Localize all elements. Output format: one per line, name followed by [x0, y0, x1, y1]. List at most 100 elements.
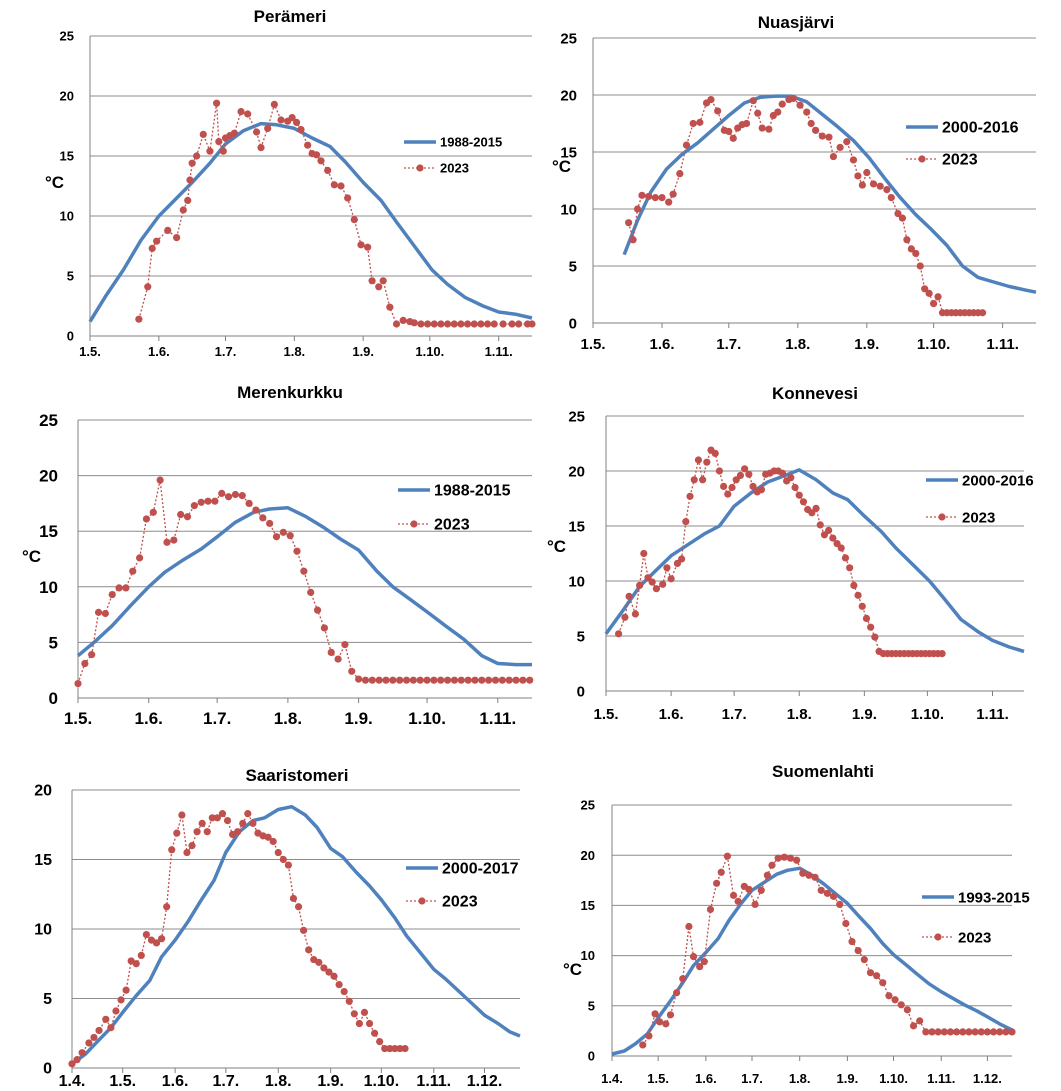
data-point	[327, 648, 335, 657]
data-point	[725, 127, 733, 136]
data-point	[259, 514, 267, 522]
data-point	[631, 610, 640, 618]
data-point	[179, 206, 187, 214]
data-point	[741, 465, 749, 473]
data-point	[237, 108, 245, 116]
legend-swatch-dot	[418, 897, 426, 905]
data-point	[651, 1010, 659, 1018]
data-point	[117, 996, 125, 1004]
legend-label: 1988-2015	[440, 135, 502, 150]
data-point	[269, 837, 277, 846]
data-point	[148, 244, 156, 252]
x-tick-label: 1.6.	[659, 706, 684, 723]
data-point	[173, 829, 181, 837]
data-point	[289, 894, 298, 903]
data-point	[645, 192, 653, 201]
data-point	[365, 1019, 374, 1028]
data-point	[645, 1032, 653, 1040]
data-point	[193, 828, 201, 836]
data-point	[197, 498, 205, 506]
x-tick-label: 1.5.	[593, 706, 618, 723]
data-point	[729, 891, 738, 899]
data-point	[381, 1044, 389, 1053]
data-point	[244, 110, 252, 118]
x-tick-label: 1.6.	[135, 709, 163, 728]
y-unit-label: °C	[563, 960, 582, 979]
series-line-2023	[642, 853, 1012, 1046]
data-point	[94, 608, 103, 616]
data-point	[213, 814, 221, 822]
legend-swatch-dot	[938, 513, 946, 521]
y-tick-label: 10	[581, 948, 595, 963]
data-point	[330, 181, 338, 189]
data-point	[350, 216, 358, 224]
data-point	[789, 94, 797, 103]
y-tick-label: 25	[39, 411, 58, 430]
y-tick-label: 5	[43, 991, 52, 1008]
data-point	[711, 449, 719, 457]
data-point	[686, 492, 694, 500]
data-point	[430, 676, 438, 684]
x-tick-label: 1.9.	[344, 709, 372, 728]
data-point	[817, 886, 825, 894]
data-point	[386, 303, 394, 311]
x-tick-label: 1.7.	[716, 336, 741, 353]
data-point	[264, 124, 272, 132]
data-point	[330, 972, 338, 980]
x-tick-label: 1.10.	[911, 706, 944, 723]
data-point	[717, 868, 725, 876]
y-tick-label: 15	[39, 522, 58, 541]
data-point	[199, 130, 207, 138]
data-point	[463, 320, 472, 328]
data-point	[424, 320, 432, 328]
data-point	[723, 852, 731, 860]
data-point	[348, 667, 356, 675]
data-point	[734, 897, 742, 905]
data-point	[325, 968, 333, 976]
data-point	[190, 502, 198, 510]
data-point	[218, 810, 227, 818]
x-tick-label: 1.10.	[917, 336, 950, 353]
data-point	[208, 814, 216, 822]
data-point	[344, 194, 352, 202]
x-tick-label: 1.5.	[580, 336, 605, 353]
x-tick-label: 1.4.	[601, 1071, 623, 1086]
data-point	[491, 676, 500, 684]
data-point	[304, 141, 312, 149]
x-tick-label: 1.4.	[59, 1073, 86, 1090]
data-point	[245, 499, 253, 507]
x-tick-label: 1.11.	[927, 1071, 955, 1086]
data-point	[144, 283, 152, 291]
data-point	[841, 554, 850, 562]
x-tick-label: 1.7.	[203, 709, 231, 728]
x-tick-label: 1.8.	[787, 706, 812, 723]
x-tick-label: 1.12.	[467, 1073, 503, 1090]
data-point	[818, 132, 826, 140]
data-point	[204, 497, 212, 505]
data-point	[416, 676, 424, 684]
y-unit-label: °C	[547, 537, 566, 556]
data-point	[633, 205, 642, 213]
data-point	[163, 903, 171, 911]
y-tick-label: 5	[49, 633, 58, 652]
data-point	[313, 606, 322, 614]
data-point	[829, 892, 838, 900]
y-tick-label: 5	[588, 998, 595, 1013]
data-point	[825, 133, 833, 141]
x-tick-label: 1.11.	[485, 344, 513, 359]
y-tick-label: 15	[581, 898, 595, 913]
data-point	[402, 676, 411, 684]
data-point	[178, 811, 186, 819]
data-point	[320, 624, 328, 632]
data-point	[934, 1028, 942, 1036]
data-point	[685, 922, 693, 931]
data-point	[234, 828, 242, 836]
data-point	[81, 659, 89, 668]
y-unit-label: °C	[552, 157, 571, 176]
data-point	[837, 544, 845, 552]
y-tick-label: 0	[588, 1049, 595, 1064]
data-point	[757, 886, 765, 894]
data-point	[842, 919, 850, 928]
chart-title: Perämeri	[254, 7, 327, 26]
data-point	[410, 319, 418, 327]
